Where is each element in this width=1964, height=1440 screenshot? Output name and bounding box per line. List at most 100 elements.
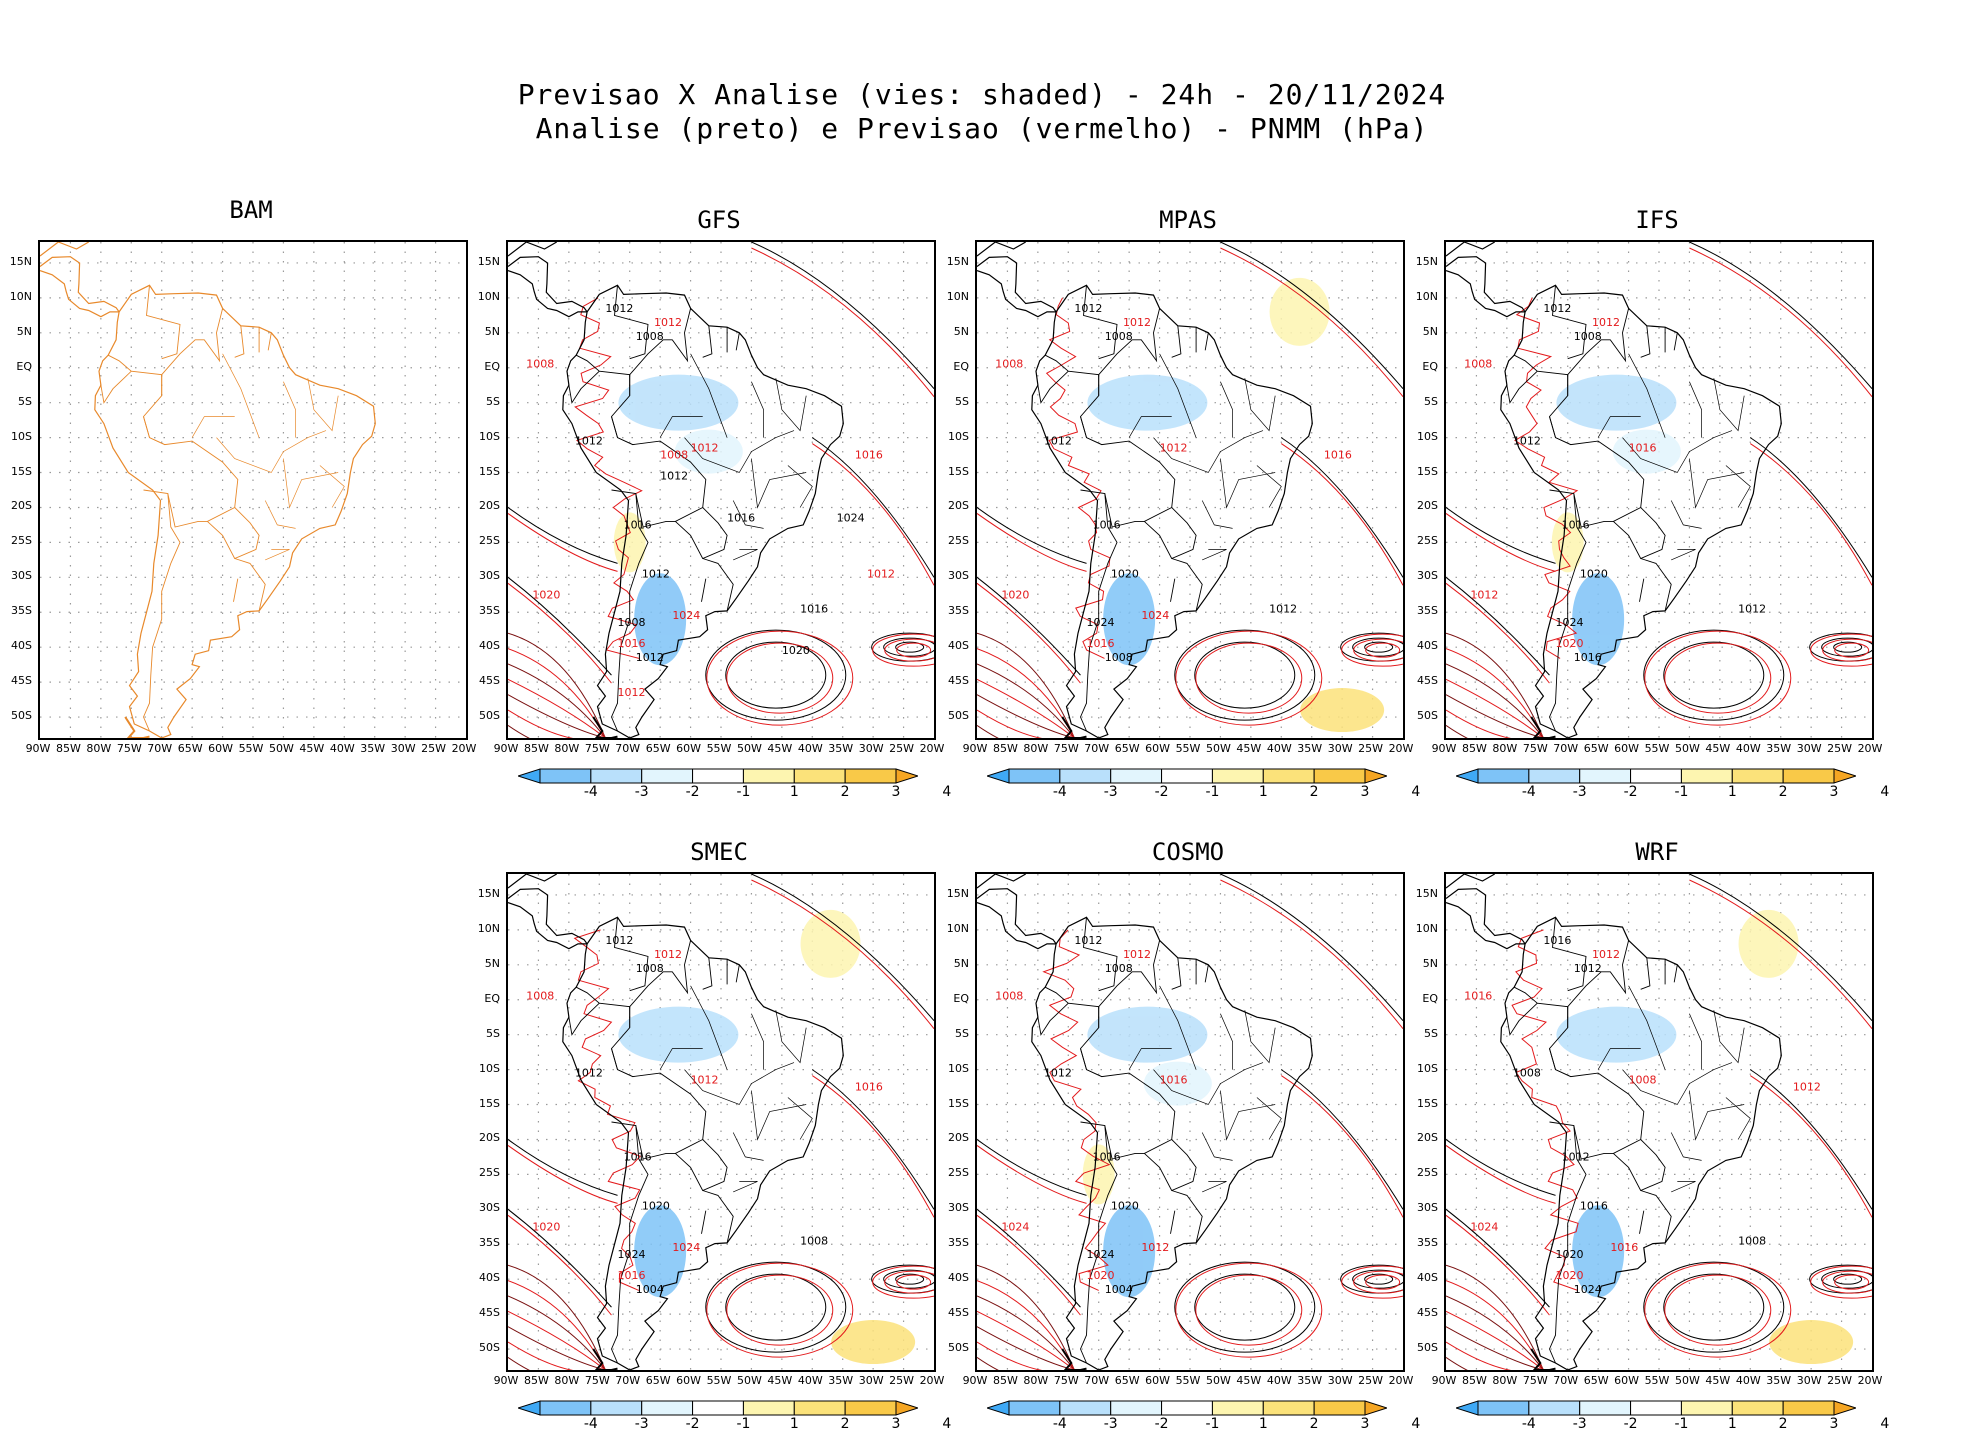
lon-tick-label: 40W bbox=[797, 1374, 823, 1387]
country-border bbox=[568, 370, 600, 404]
lat-tick-label: 10S bbox=[11, 429, 32, 443]
lon-tick-label: 70W bbox=[1084, 1374, 1110, 1387]
isobar-label-analysis: 1008 bbox=[800, 1234, 828, 1247]
main-title-line-2: Analise (preto) e Previsao (vermelho) - … bbox=[535, 112, 1429, 145]
colorbar-arrow-high bbox=[1364, 768, 1387, 784]
bias-patch bbox=[1087, 1006, 1208, 1063]
colorbar-label: -2 bbox=[685, 1416, 700, 1432]
country-border bbox=[1204, 332, 1209, 351]
central-america-coast bbox=[1446, 888, 1526, 945]
colorbar-swatch bbox=[1528, 1400, 1581, 1416]
central-america-coast-south bbox=[508, 902, 588, 950]
isobar-label-analysis: 1012 bbox=[605, 934, 633, 947]
map-canvas bbox=[40, 242, 466, 738]
lat-tick-label: 30S bbox=[948, 1201, 969, 1215]
colorbar-swatch bbox=[1262, 1400, 1315, 1416]
colorbar-label: -2 bbox=[1623, 1416, 1638, 1432]
bias-patch bbox=[634, 573, 687, 666]
central-america-coast bbox=[1446, 256, 1526, 313]
colorbar-label: -4 bbox=[583, 1416, 598, 1432]
lon-tick-label: 50W bbox=[736, 742, 762, 755]
isobar-label-forecast: 1024 bbox=[672, 1241, 700, 1254]
isobar-label-forecast: 1020 bbox=[1087, 1269, 1115, 1282]
lon-tick-label: 50W bbox=[1205, 1374, 1231, 1387]
lon-tick-label: 45W bbox=[1236, 742, 1262, 755]
lat-tick-label: 30S bbox=[479, 569, 500, 583]
isobar-label-forecast: 1016 bbox=[1464, 990, 1492, 1003]
lon-tick-label: 70W bbox=[1553, 1374, 1579, 1387]
chile-islands bbox=[124, 716, 150, 738]
lat-tick-label: 50S bbox=[948, 709, 969, 723]
country-border bbox=[1083, 285, 1118, 360]
colorbar-arrow-high bbox=[1833, 768, 1856, 784]
lon-tick-label: 50W bbox=[268, 742, 294, 755]
isobar-label-analysis: 1024 bbox=[837, 511, 865, 524]
country-border bbox=[1639, 1210, 1645, 1234]
country-border bbox=[614, 917, 649, 992]
state-border bbox=[732, 1132, 764, 1161]
state-border bbox=[775, 378, 807, 432]
colorbar-label: -2 bbox=[685, 784, 700, 800]
colorbar-label: 1 bbox=[1727, 784, 1737, 800]
state-border bbox=[1201, 1132, 1233, 1161]
colorbar-label: -4 bbox=[1052, 1416, 1067, 1432]
lon-tick-label: 65W bbox=[645, 742, 671, 755]
lat-tick-label: EQ bbox=[953, 359, 969, 373]
bias-patch bbox=[1556, 1006, 1677, 1063]
colorbar-label: 4 bbox=[1880, 1416, 1890, 1432]
isobar-label-analysis: 1016 bbox=[1093, 1150, 1121, 1163]
lat-tick-label: 10S bbox=[479, 1061, 500, 1075]
country-border bbox=[107, 354, 239, 528]
isobar-label-forecast: 1008 bbox=[660, 449, 688, 462]
colorbar-swatch bbox=[1477, 1400, 1530, 1416]
lat-tick-label: 5S bbox=[1424, 1026, 1438, 1040]
lon-tick-label: 85W bbox=[1461, 1374, 1487, 1387]
lat-tick-label: 40S bbox=[948, 1271, 969, 1285]
colorbar-arrow-low bbox=[518, 1400, 541, 1416]
country-border bbox=[735, 332, 740, 351]
lat-tick-label: 35S bbox=[479, 604, 500, 618]
lat-tick-label: 35S bbox=[948, 1236, 969, 1250]
state-border bbox=[751, 458, 807, 509]
country-border bbox=[675, 1139, 728, 1192]
map-frame: 1012 1008 1012 1016 1012 1008 1012 1016 1020 1024… bbox=[506, 240, 936, 740]
country-border bbox=[143, 416, 165, 446]
lon-tick-label: 75W bbox=[1053, 1374, 1079, 1387]
coastline bbox=[1500, 916, 1782, 1370]
country-border bbox=[1144, 507, 1197, 560]
caribbean-coast bbox=[508, 874, 557, 889]
lon-tick-label: 55W bbox=[1175, 742, 1201, 755]
chile-islands bbox=[1061, 716, 1087, 738]
lat-tick-label: 30S bbox=[1417, 569, 1438, 583]
lon-tick-label: 85W bbox=[992, 742, 1018, 755]
country-border bbox=[234, 325, 245, 358]
colorbar-swatch bbox=[1680, 768, 1733, 784]
state-border bbox=[264, 500, 296, 529]
colorbar-label: 1 bbox=[789, 784, 799, 800]
lat-tick-label: 20S bbox=[948, 1131, 969, 1145]
lon-tick-label: 40W bbox=[329, 742, 355, 755]
colorbar-swatch bbox=[844, 1400, 897, 1416]
lat-tick-label: 40S bbox=[1417, 639, 1438, 653]
bias-patch bbox=[618, 374, 739, 431]
central-america-coast-south bbox=[1446, 902, 1526, 950]
country-border bbox=[629, 940, 692, 1028]
lat-tick-label: 5S bbox=[955, 394, 969, 408]
country-border bbox=[1567, 308, 1630, 396]
lat-tick-label: EQ bbox=[16, 359, 32, 373]
lat-tick-label: 5S bbox=[486, 394, 500, 408]
colorbar-label: -3 bbox=[1103, 1416, 1118, 1432]
isobar-label-forecast: 1024 bbox=[1141, 609, 1169, 622]
coastline bbox=[562, 284, 844, 738]
colorbar-swatch bbox=[1262, 768, 1315, 784]
colorbar-label: 1 bbox=[1258, 784, 1268, 800]
isobar-label-forecast: 1020 bbox=[532, 1220, 560, 1233]
colorbar-label: -3 bbox=[1572, 1416, 1587, 1432]
bias-patch bbox=[1612, 429, 1681, 474]
map-canvas: 1012100810121016101210081012101610201024… bbox=[508, 242, 934, 738]
isobar-label-forecast: 1008 bbox=[526, 358, 554, 371]
lon-tick-label: 50W bbox=[1674, 742, 1700, 755]
isobar-label-forecast: 1012 bbox=[1123, 316, 1151, 329]
isobar-label-analysis: 1012 bbox=[1044, 435, 1072, 448]
lon-tick-label: 70W bbox=[615, 1374, 641, 1387]
